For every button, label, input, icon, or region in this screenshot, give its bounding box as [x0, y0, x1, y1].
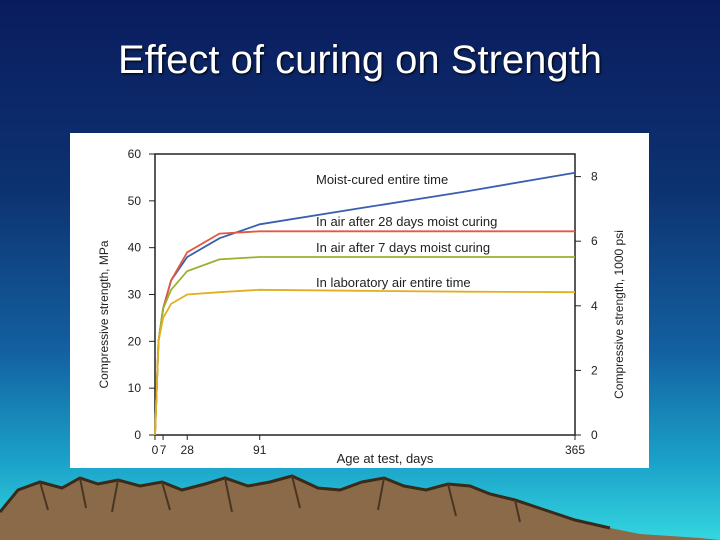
x-tick-label: 28	[181, 443, 195, 457]
y2-tick-label: 0	[591, 428, 598, 442]
mountain-decoration	[0, 474, 720, 540]
x-tick-label: 7	[160, 443, 167, 457]
y-tick-label: 40	[128, 241, 142, 255]
y-tick-label: 60	[128, 147, 142, 161]
y2-tick-label: 6	[591, 234, 598, 248]
series-line-4	[154, 288, 576, 436]
y2-tick-label: 4	[591, 299, 598, 313]
y2-tick-label: 2	[591, 363, 598, 377]
y-tick-label: 10	[128, 381, 142, 395]
y-tick-label: 0	[134, 428, 141, 442]
slide-title: Effect of curing on Strength	[117, 38, 602, 82]
mountain-ridge	[0, 474, 611, 530]
x-tick-label: 365	[565, 443, 585, 457]
y2-tick-label: 8	[591, 170, 598, 184]
y-tick-label: 50	[128, 194, 142, 208]
y-axis-label: Compressive strength, MPa	[97, 240, 111, 388]
series-line-1	[154, 171, 576, 436]
y-tick-label: 20	[128, 334, 142, 348]
y-tick-label: 30	[128, 288, 142, 302]
series-label-3: In air after 7 days moist curing	[316, 240, 490, 255]
chart-card: 0 10 20 30 40 50 60 0 2 4 6 8 0 7 28 91 365 Age at test, …	[70, 133, 649, 468]
series-line-2	[154, 230, 575, 436]
mountain-shading	[39, 475, 521, 523]
series-label-2: In air after 28 days moist curing	[316, 214, 497, 229]
series-label-4: In laboratory air entire time	[316, 275, 471, 290]
y2-axis-label: Compressive strength, 1000 psi	[612, 230, 626, 399]
plot-frame	[154, 153, 576, 436]
x-axis-label: Age at test, days	[337, 451, 434, 466]
mountain-range	[0, 476, 720, 540]
series-label-1: Moist-cured entire time	[316, 172, 448, 187]
x-tick-label: 0	[152, 443, 159, 457]
x-tick-label: 91	[253, 443, 267, 457]
